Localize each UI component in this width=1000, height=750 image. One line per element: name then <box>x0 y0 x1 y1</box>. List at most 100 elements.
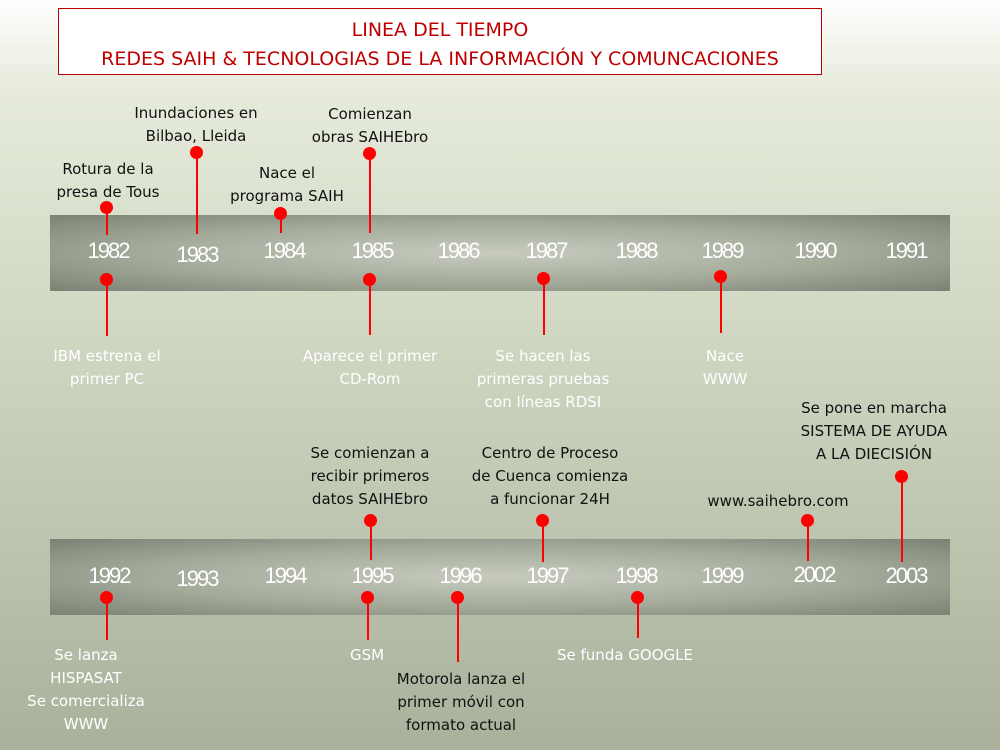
event-line: HISPASAT <box>50 669 122 687</box>
marker-dot <box>895 470 908 483</box>
year-label: 1982 <box>87 238 131 263</box>
year-label: 1993 <box>176 566 220 591</box>
year-label: 2002 <box>793 562 837 587</box>
event-label-inundaciones: Inundaciones en Bilbao, Lleida <box>106 102 286 148</box>
event-line: datos SAIHEbro <box>311 490 429 508</box>
event-line: presa de Tous <box>56 183 160 201</box>
marker-dot <box>451 591 464 604</box>
event-label-ibm-pc: IBM estrena el primer PC <box>27 345 187 391</box>
marker-stem <box>369 153 371 233</box>
marker-stem <box>543 280 545 335</box>
event-line: primer móvil con <box>397 693 525 711</box>
marker-dot <box>361 591 374 604</box>
marker-stem <box>106 207 108 235</box>
year-label: 1983 <box>176 242 220 267</box>
year-label: 1989 <box>701 238 745 263</box>
event-line: Motorola lanza el <box>396 670 526 688</box>
year-label: 1990 <box>794 238 838 263</box>
year-label: 2003 <box>885 563 929 588</box>
event-line: Se hacen las <box>495 347 591 365</box>
year-label: 1994 <box>264 563 308 588</box>
timeline-band-2 <box>50 539 950 615</box>
event-line: primeras pruebas <box>476 370 610 388</box>
marker-dot <box>631 591 644 604</box>
event-line: con líneas RDSI <box>484 393 602 411</box>
year-label: 1986 <box>437 238 481 263</box>
year-label: 1992 <box>88 563 132 588</box>
marker-stem <box>901 482 903 562</box>
marker-stem <box>457 602 459 662</box>
event-label-rotura-tous: Rotura de la presa de Tous <box>20 158 196 204</box>
event-line: Nace el <box>258 164 316 182</box>
title-line-1: LINEA DEL TIEMPO <box>351 19 529 41</box>
event-label-primeros-datos: Se comienzan a recibir primeros datos SA… <box>290 442 450 511</box>
event-line: Centro de Proceso <box>481 444 619 462</box>
year-label: 1998 <box>615 563 659 588</box>
year-label: 1995 <box>351 563 395 588</box>
marker-stem <box>280 213 282 233</box>
event-label-gsm: GSM <box>327 644 407 667</box>
event-line: Nace <box>706 347 744 365</box>
marker-dot <box>100 591 113 604</box>
marker-dot <box>537 272 550 285</box>
event-label-sistema-ayuda: Se pone en marcha SISTEMA DE AYUDA A LA … <box>786 397 962 466</box>
marker-dot <box>536 514 549 527</box>
marker-dot <box>100 273 113 286</box>
event-line: programa SAIH <box>230 187 344 205</box>
event-line: formato actual <box>405 716 517 734</box>
event-line: de Cuenca comienza <box>471 467 629 485</box>
year-label: 1991 <box>885 238 929 263</box>
timeline-band-1 <box>50 215 950 291</box>
marker-dot <box>363 273 376 286</box>
marker-stem <box>196 152 198 234</box>
marker-dot <box>714 270 727 283</box>
event-line: Inundaciones en <box>134 104 258 122</box>
event-line: a funcionar 24H <box>490 490 610 508</box>
event-label-saihebro-web: www.saihebro.com <box>698 490 858 513</box>
marker-stem <box>106 602 108 640</box>
title-box: LINEA DEL TIEMPO REDES SAIH & TECNOLOGIA… <box>58 8 822 75</box>
event-line: Rotura de la <box>62 160 154 178</box>
event-label-nace-www: Nace WWW <box>685 345 765 391</box>
event-label-obras-saihebro: Comienzan obras SAIHEbro <box>290 103 450 149</box>
event-label-motorola: Motorola lanza el primer móvil con forma… <box>386 668 536 737</box>
event-line: A LA DIECISIÓN <box>815 445 933 463</box>
marker-dot <box>363 147 376 160</box>
event-line: Se comienzan a <box>310 444 430 462</box>
event-line: SISTEMA DE AYUDA <box>800 422 948 440</box>
event-line: Bilbao, Lleida <box>145 127 247 145</box>
marker-stem <box>370 527 372 560</box>
marker-stem <box>807 527 809 561</box>
event-line: CD-Rom <box>339 370 401 388</box>
title-line-2: REDES SAIH & TECNOLOGIAS DE LA INFORMACI… <box>101 48 779 70</box>
event-line: Se comercializa <box>27 692 145 710</box>
event-line: obras SAIHEbro <box>311 128 429 146</box>
year-label: 1997 <box>526 563 570 588</box>
event-line: Se lanza <box>54 646 118 664</box>
year-label: 1985 <box>351 238 395 263</box>
event-line: Se funda GOOGLE <box>557 646 693 664</box>
event-label-hispasat: Se lanza HISPASAT Se comercializa WWW <box>16 644 156 736</box>
event-label-centro-cuenca: Centro de Proceso de Cuenca comienza a f… <box>462 442 638 511</box>
event-label-cd-rom: Aparece el primer CD-Rom <box>290 345 450 391</box>
event-label-google: Se funda GOOGLE <box>545 644 705 667</box>
marker-stem <box>106 281 108 336</box>
marker-stem <box>369 281 371 335</box>
marker-dot <box>190 146 203 159</box>
event-label-rdsi: Se hacen las primeras pruebas con líneas… <box>468 345 618 414</box>
marker-stem <box>720 278 722 333</box>
event-line: WWW <box>702 370 748 388</box>
year-label: 1984 <box>263 238 307 263</box>
marker-stem <box>367 602 369 640</box>
year-label: 1988 <box>615 238 659 263</box>
marker-dot <box>801 514 814 527</box>
marker-dot <box>364 514 377 527</box>
event-line: WWW <box>63 715 109 733</box>
event-line: IBM estrena el <box>53 347 161 365</box>
year-label: 1999 <box>701 563 745 588</box>
event-line: primer PC <box>69 370 145 388</box>
event-line: GSM <box>349 646 385 664</box>
event-line: Comienzan <box>328 105 412 123</box>
event-line: recibir primeros <box>310 467 430 485</box>
year-label: 1987 <box>525 238 569 263</box>
